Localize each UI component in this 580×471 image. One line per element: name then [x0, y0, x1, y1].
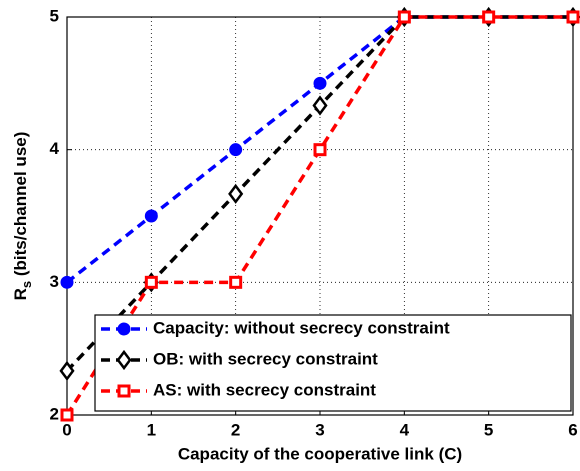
marker [228, 183, 244, 204]
x-tick-label: 6 [568, 420, 577, 439]
x-tick-label: 4 [400, 420, 410, 439]
legend-label: AS: with secrecy constraint [153, 380, 376, 399]
y-label-sub: s [19, 281, 34, 288]
marker [229, 143, 243, 157]
legend-label: OB: with secrecy constraint [153, 349, 378, 368]
x-tick-label: 1 [147, 420, 156, 439]
y-axis-label: Rs (bits/channel use) [11, 132, 34, 301]
x-tick-label: 3 [315, 420, 324, 439]
marker [482, 10, 496, 24]
legend-marker [117, 384, 131, 398]
marker [312, 95, 328, 116]
legend-marker [116, 349, 132, 371]
y-tick-label: 2 [50, 404, 59, 423]
x-tick-label: 2 [231, 420, 240, 439]
y-label-main: R [11, 288, 30, 300]
marker [397, 10, 411, 24]
legend-label: Capacity: without secrecy constraint [153, 318, 450, 337]
y-tick-label: 3 [50, 272, 59, 291]
marker [59, 360, 75, 381]
y-tick-label: 5 [50, 6, 59, 25]
x-axis-label: Capacity of the cooperative link (C) [178, 444, 462, 463]
marker [60, 275, 74, 289]
marker [566, 10, 580, 24]
x-tick-label: 0 [62, 420, 71, 439]
marker [229, 275, 243, 289]
x-tick-label: 5 [484, 420, 493, 439]
legend-box [94, 314, 572, 412]
y-label-rest: (bits/channel use) [11, 132, 30, 281]
marker [313, 143, 327, 157]
legend-marker [117, 322, 131, 336]
marker [144, 209, 158, 223]
y-tick-label: 4 [50, 139, 60, 158]
marker [144, 275, 158, 289]
axes-box [66, 16, 574, 416]
marker [60, 408, 74, 422]
marker [313, 76, 327, 90]
